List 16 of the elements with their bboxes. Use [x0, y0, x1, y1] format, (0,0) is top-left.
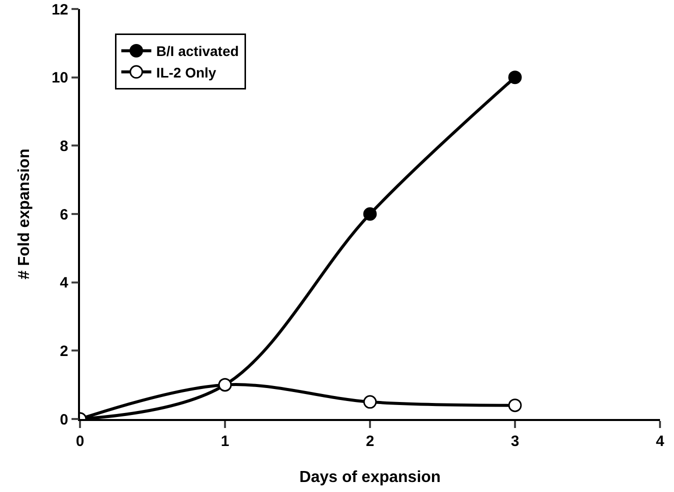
x-tick-label: 4 — [656, 432, 665, 450]
x-tick-label: 2 — [366, 432, 374, 450]
x-tick-label: 0 — [76, 432, 84, 450]
y-tick-label: 4 — [60, 274, 69, 292]
x-tick-label: 1 — [220, 432, 230, 450]
y-tick-label: 2 — [60, 342, 68, 360]
y-tick-label: 10 — [52, 70, 68, 87]
y-tick-label: 0 — [60, 411, 68, 428]
y-axis-title: # Fold expansion — [16, 148, 33, 280]
legend-label: B/I activated — [156, 43, 239, 60]
x-tick-label: 3 — [510, 432, 520, 450]
legend-label: IL-2 Only — [156, 64, 216, 80]
y-tick-label: 6 — [60, 206, 68, 224]
y-tick-label: 12 — [52, 1, 68, 18]
x-axis-title: Days of expansion — [299, 468, 441, 486]
y-tick-label: 8 — [60, 138, 68, 155]
